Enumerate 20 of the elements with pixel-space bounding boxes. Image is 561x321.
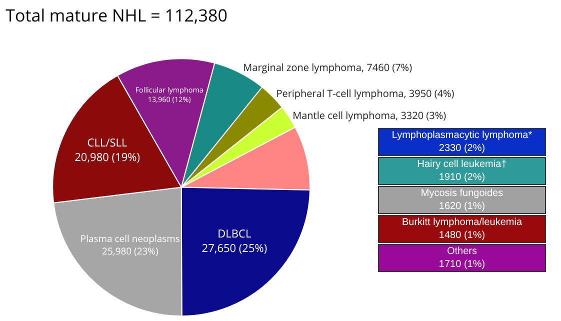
text: 1910 (2%) [438, 172, 486, 183]
category-label: Others [446, 246, 477, 257]
category-label: Burkitt lymphoma/leukemia [402, 217, 522, 228]
slice-label: DLBCL [218, 226, 252, 242]
slice-label: CLL/SLL [87, 135, 128, 150]
slice-label: Marginal zone lymphoma, 7460 (7%) [243, 60, 412, 74]
category-label: Lymphoplasmacytic lymphoma* [392, 130, 532, 141]
data-label: 25,980 (23%) [102, 244, 158, 258]
text: 1620 (1%) [438, 201, 486, 212]
slice-label: Plasma cell neoplasms [80, 232, 180, 246]
data-label: 20,980 (19%) [74, 150, 140, 165]
text: 1480 (1%) [438, 230, 486, 241]
text: 2330 (2%) [438, 143, 486, 154]
chart-title: Total mature NHL = 112,380 [6, 4, 228, 27]
data-label: 27,650 (25%) [202, 240, 268, 256]
slice-label: Mantle cell lymphoma, 3320 (3%) [292, 108, 446, 122]
category-label: Hairy cell leukemia† [417, 159, 507, 170]
text: 1710 (1%) [438, 259, 486, 270]
slice-label: Peripheral T-cell lymphoma, 3950 (4%) [276, 86, 454, 100]
category-label: Mycosis fungoides [420, 188, 504, 199]
